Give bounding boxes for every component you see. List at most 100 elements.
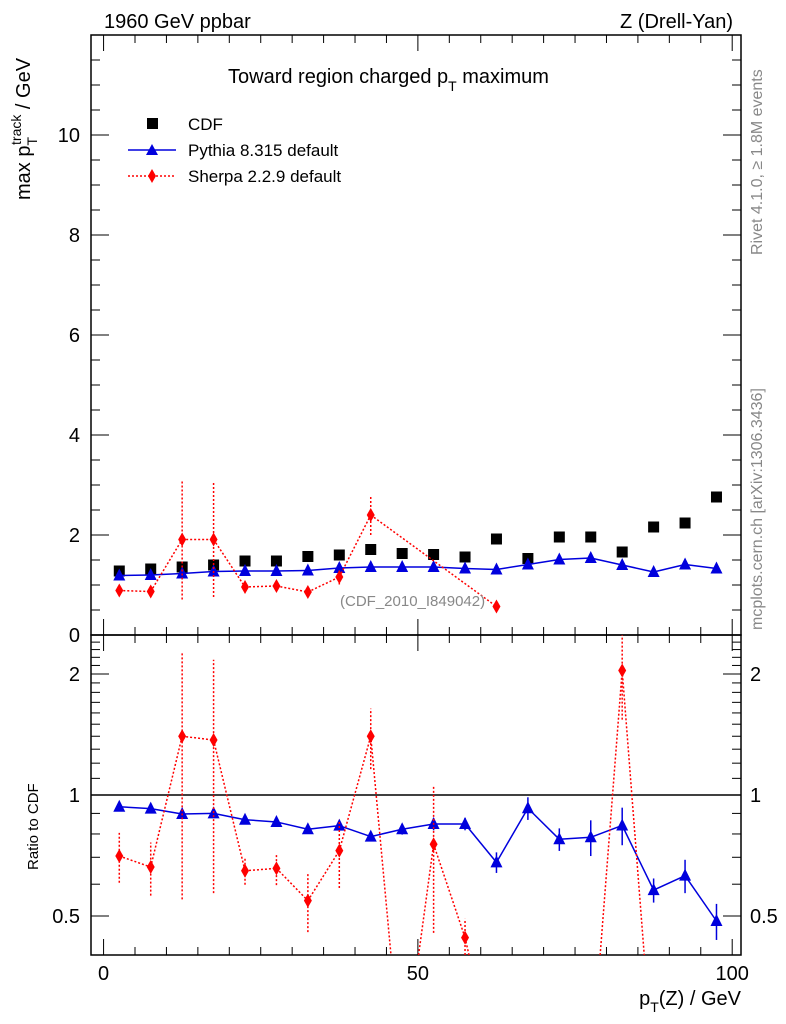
sherpa-point — [303, 585, 312, 599]
ratio-y-tick-label: 0.5 — [52, 906, 80, 928]
pythia-line-segment — [119, 574, 151, 577]
pythia-ratio-line-segment — [339, 824, 371, 838]
cdf-point — [239, 555, 251, 567]
pythia-ratio-line-segment — [276, 821, 309, 830]
sherpa-line-segment — [276, 585, 309, 593]
pythia-ratio-point — [710, 913, 723, 926]
side-text-rivet: Rivet 4.1.0, ≥ 1.8M events — [749, 69, 766, 255]
cdf-point — [710, 491, 722, 503]
pythia-point — [553, 552, 566, 565]
pythia-line-segment — [213, 570, 246, 573]
pythia-ratio-line-segment — [464, 823, 498, 863]
pythia-point — [333, 561, 346, 573]
legend-label-pythia: Pythia 8.315 default — [188, 141, 339, 160]
x-tick-label: 100 — [716, 963, 749, 985]
cdf-point — [585, 531, 597, 543]
pythia-point — [113, 568, 126, 581]
ratio-y-tick-label: 1 — [69, 785, 80, 807]
pythia-point — [459, 561, 472, 574]
header-left: 1960 GeV ppbar — [104, 11, 251, 33]
sherpa-ratio-line-segment — [149, 736, 183, 868]
pythia-ratio-point — [521, 801, 534, 814]
pythia-ratio-line-segment — [653, 874, 686, 891]
pythia-ratio-line-segment — [590, 824, 623, 838]
x-axis-label: pT(Z) / GeV — [639, 988, 742, 1015]
pythia-line-segment — [559, 557, 591, 561]
sherpa-ratio-line-segment — [464, 937, 470, 955]
sherpa-line-segment — [212, 539, 246, 588]
legend-marker-pythia — [146, 144, 158, 155]
sherpa-point — [241, 580, 250, 594]
pythia-line-segment — [684, 563, 717, 570]
pythia-point — [490, 562, 503, 575]
pythia-point — [679, 557, 692, 570]
pythia-ratio-point — [333, 818, 346, 831]
pythia-ratio-line-segment — [684, 875, 718, 922]
cdf-point — [333, 549, 345, 561]
legend-label-cdf: CDF — [188, 115, 223, 134]
pythia-point — [301, 563, 314, 576]
sherpa-point — [146, 584, 155, 599]
pythia-ratio-point — [679, 868, 692, 881]
side-text-mcplots: mcplots.cern.ch [arXiv:1306.3436] — [749, 388, 766, 630]
sherpa-ratio-point — [303, 893, 312, 908]
pythia-line-segment — [496, 563, 529, 571]
pythia-point — [710, 561, 723, 574]
pythia-ratio-point — [144, 801, 157, 814]
sherpa-ratio-line-segment — [275, 867, 309, 902]
sherpa-ratio-line-segment — [417, 844, 435, 955]
pythia-ratio-point — [459, 816, 472, 829]
y-tick-label: 6 — [69, 325, 80, 347]
cdf-point — [428, 549, 440, 560]
pythia-ratio-point — [647, 883, 660, 896]
pythia-ratio-point — [364, 829, 377, 842]
x-tick-label: 50 — [407, 963, 429, 985]
pythia-line-segment — [339, 566, 371, 569]
pythia-line-segment — [653, 563, 686, 573]
pythia-point — [584, 551, 597, 563]
y-axis-label-main: max pTtrack / GeV — [8, 57, 40, 200]
ratio-y-tick-label-right: 1 — [750, 785, 761, 807]
pythia-line-segment — [465, 567, 497, 571]
cdf-point — [302, 551, 314, 562]
cdf-point — [679, 517, 691, 529]
pythia-line-segment — [433, 566, 466, 570]
ratio-y-tick-label-right: 0.5 — [750, 906, 778, 928]
cdf-point — [396, 548, 408, 559]
legend-marker-cdf — [147, 118, 158, 129]
pythia-ratio-line-segment — [213, 812, 246, 821]
y-tick-label: 0 — [69, 625, 80, 647]
pythia-ratio-line-segment — [621, 825, 655, 891]
sherpa-point — [335, 570, 344, 584]
header-right: Z (Drell-Yan) — [620, 11, 733, 33]
sherpa-ratio-line-segment — [599, 670, 623, 955]
pythia-ratio-point — [239, 812, 252, 825]
sherpa-ratio-point — [272, 861, 281, 876]
pythia-point — [239, 564, 252, 576]
cdf-point — [270, 555, 282, 567]
pythia-point — [427, 560, 440, 572]
sherpa-ratio-point — [366, 729, 375, 744]
cdf-point — [616, 546, 628, 558]
sherpa-ratio-line-segment — [212, 739, 246, 871]
sherpa-point — [492, 599, 501, 614]
pythia-ratio-line-segment — [402, 823, 434, 830]
pythia-ratio-line-segment — [495, 807, 529, 863]
y-tick-label: 2 — [69, 525, 80, 547]
sherpa-ratio-line-segment — [369, 736, 392, 955]
sherpa-ratio-line-segment — [432, 844, 466, 938]
pythia-ratio-line-segment — [182, 812, 214, 815]
sherpa-line-segment — [338, 514, 372, 578]
ratio-y-tick-label-right: 2 — [750, 664, 761, 686]
y-axis-label-ratio: Ratio to CDF — [25, 783, 42, 870]
pythia-ratio-point — [176, 806, 189, 819]
pythia-point — [176, 566, 189, 579]
pythia-line-segment — [307, 567, 340, 572]
pythia-ratio-point — [301, 822, 314, 835]
sherpa-ratio-line-segment — [621, 670, 645, 955]
cdf-point — [648, 521, 660, 533]
sherpa-line-segment — [370, 514, 497, 608]
cdf-point — [365, 544, 377, 555]
pythia-ratio-point — [396, 822, 409, 835]
